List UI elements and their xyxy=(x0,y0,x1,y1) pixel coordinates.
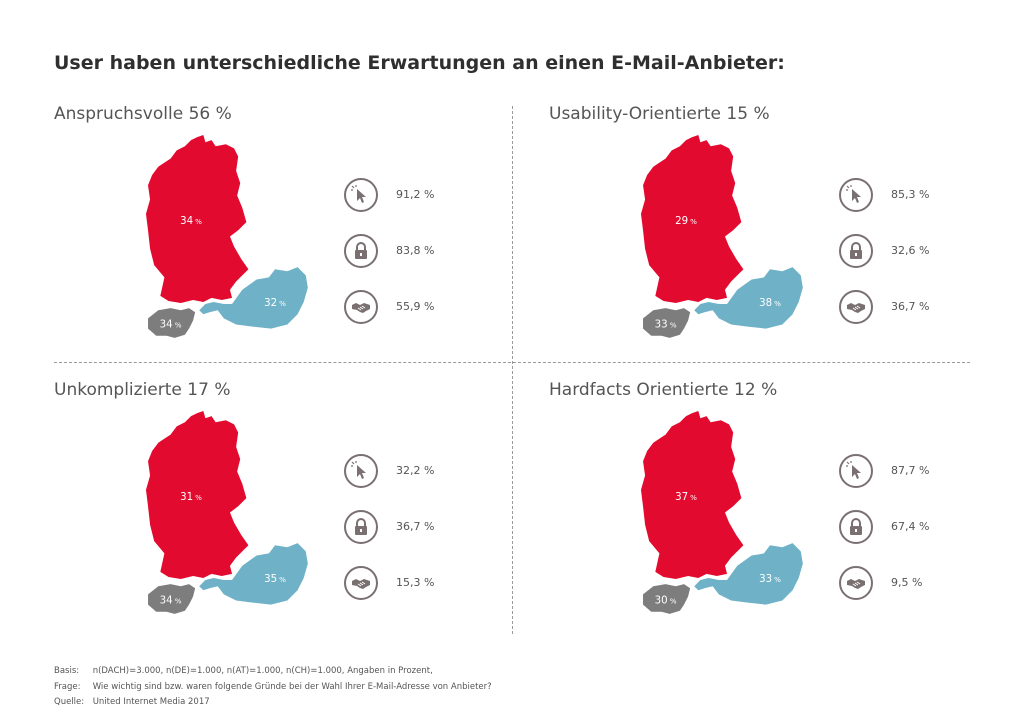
stat-value: 85,3 % xyxy=(891,188,930,201)
germany-value: 31% xyxy=(180,491,202,503)
stat-value: 32,6 % xyxy=(891,244,930,257)
frage-text: Wie wichtig sind bzw. waren folgende Grü… xyxy=(92,681,492,692)
dach-map: 31 % 35 % 34% xyxy=(145,411,308,614)
lock-icon xyxy=(344,234,378,268)
dach-map: 34 % 32 % 34% xyxy=(145,135,308,338)
stat-value: 15,3 % xyxy=(396,576,435,589)
stat-row: 9,5 % xyxy=(839,566,969,606)
germany-shape xyxy=(640,135,744,304)
stat-row: 87,7 % xyxy=(839,454,969,494)
germany-value: 37% xyxy=(675,491,697,503)
handshake-icon xyxy=(839,290,873,324)
segment-title: Hardfacts Orientierte 12 % xyxy=(549,380,778,400)
lock-icon xyxy=(839,234,873,268)
footer-frage: Frage: Wie wichtig sind bzw. waren folge… xyxy=(54,680,492,696)
germany-shape xyxy=(640,411,744,580)
stat-row: 32,6 % xyxy=(839,234,969,274)
stat-row: 32,2 % xyxy=(344,454,474,494)
stat-value: 67,4 % xyxy=(891,520,930,533)
quelle-label: Quelle: xyxy=(54,697,85,707)
austria-value: 35% xyxy=(264,573,286,585)
austria-value: 38% xyxy=(759,297,781,309)
stat-row: 36,7 % xyxy=(344,510,474,550)
switzerland-shape xyxy=(148,584,196,614)
switzerland-value: 34% xyxy=(160,595,182,607)
handshake-icon xyxy=(344,290,378,324)
footer-basis: Basis: n(DACH)=3.000, n(DE)=1.000, n(AT)… xyxy=(54,664,492,680)
austria-value: 33% xyxy=(759,573,781,585)
stat-row: 67,4 % xyxy=(839,510,969,550)
stat-row: 55,9 % xyxy=(344,290,474,330)
cursor-icon xyxy=(344,454,378,488)
austria-shape xyxy=(694,267,803,329)
stat-value: 91,2 % xyxy=(396,188,435,201)
page-title: User haben unterschiedliche Erwartungen … xyxy=(54,52,785,74)
handshake-icon xyxy=(839,566,873,600)
austria-value: 32% xyxy=(264,297,286,309)
stat-row: 15,3 % xyxy=(344,566,474,606)
stat-value: 87,7 % xyxy=(891,464,930,477)
austria-shape xyxy=(199,267,308,329)
vertical-divider xyxy=(512,106,513,634)
germany-shape xyxy=(145,135,249,304)
cursor-icon xyxy=(839,454,873,488)
horizontal-divider xyxy=(54,362,970,363)
cursor-icon xyxy=(839,178,873,212)
stat-value: 32,2 % xyxy=(396,464,435,477)
stat-row: 36,7 % xyxy=(839,290,969,330)
frage-label: Frage: xyxy=(54,681,81,692)
segment-title: Unkomplizierte 17 % xyxy=(54,380,231,400)
dach-map: 37 % 33 % 30% xyxy=(640,411,803,614)
switzerland-value: 33% xyxy=(655,319,677,331)
segment-panel: Usability-Orientierte 15 % 29% 38% 33% 85,3 … xyxy=(549,104,989,344)
footer-notes: Basis: n(DACH)=3.000, n(DE)=1.000, n(AT)… xyxy=(54,664,492,711)
germany-value: 34% xyxy=(180,215,202,227)
dach-map: 29 % 38 % 33% xyxy=(640,135,803,338)
segment-title: Usability-Orientierte 15 % xyxy=(549,104,770,124)
austria-shape xyxy=(199,543,308,605)
switzerland-shape xyxy=(148,308,196,338)
stat-value: 36,7 % xyxy=(891,300,930,313)
switzerland-shape xyxy=(643,584,691,614)
stat-value: 9,5 % xyxy=(891,576,923,589)
segment-title: Anspruchsvolle 56 % xyxy=(54,104,232,124)
cursor-icon xyxy=(344,178,378,212)
segment-panel: Hardfacts Orientierte 12 % 37% 33% 30% 87,7 … xyxy=(549,380,989,620)
switzerland-value: 34% xyxy=(160,319,182,331)
stat-row: 83,8 % xyxy=(344,234,474,274)
stat-value: 83,8 % xyxy=(396,244,435,257)
quelle-text: United Internet Media 2017 xyxy=(92,697,210,707)
basis-text: n(DACH)=3.000, n(DE)=1.000, n(AT)=1.000,… xyxy=(92,666,433,676)
segment-panel: Anspruchsvolle 56 % 34% 32% 34% 91,2 % 83,8 %… xyxy=(54,104,494,344)
austria-shape xyxy=(694,543,803,605)
switzerland-value: 30% xyxy=(655,595,677,607)
lock-icon xyxy=(839,510,873,544)
handshake-icon xyxy=(344,566,378,600)
footer-quelle: Quelle: United Internet Media 2017 xyxy=(54,695,492,711)
germany-shape xyxy=(145,411,249,580)
stat-row: 85,3 % xyxy=(839,178,969,218)
basis-label: Basis: xyxy=(54,666,80,676)
stat-row: 91,2 % xyxy=(344,178,474,218)
germany-value: 29% xyxy=(675,215,697,227)
stat-value: 36,7 % xyxy=(396,520,435,533)
switzerland-shape xyxy=(643,308,691,338)
segment-panel: Unkomplizierte 17 % 31% 35% 34% 32,2 % 36,7 %… xyxy=(54,380,494,620)
stat-value: 55,9 % xyxy=(396,300,435,313)
lock-icon xyxy=(344,510,378,544)
